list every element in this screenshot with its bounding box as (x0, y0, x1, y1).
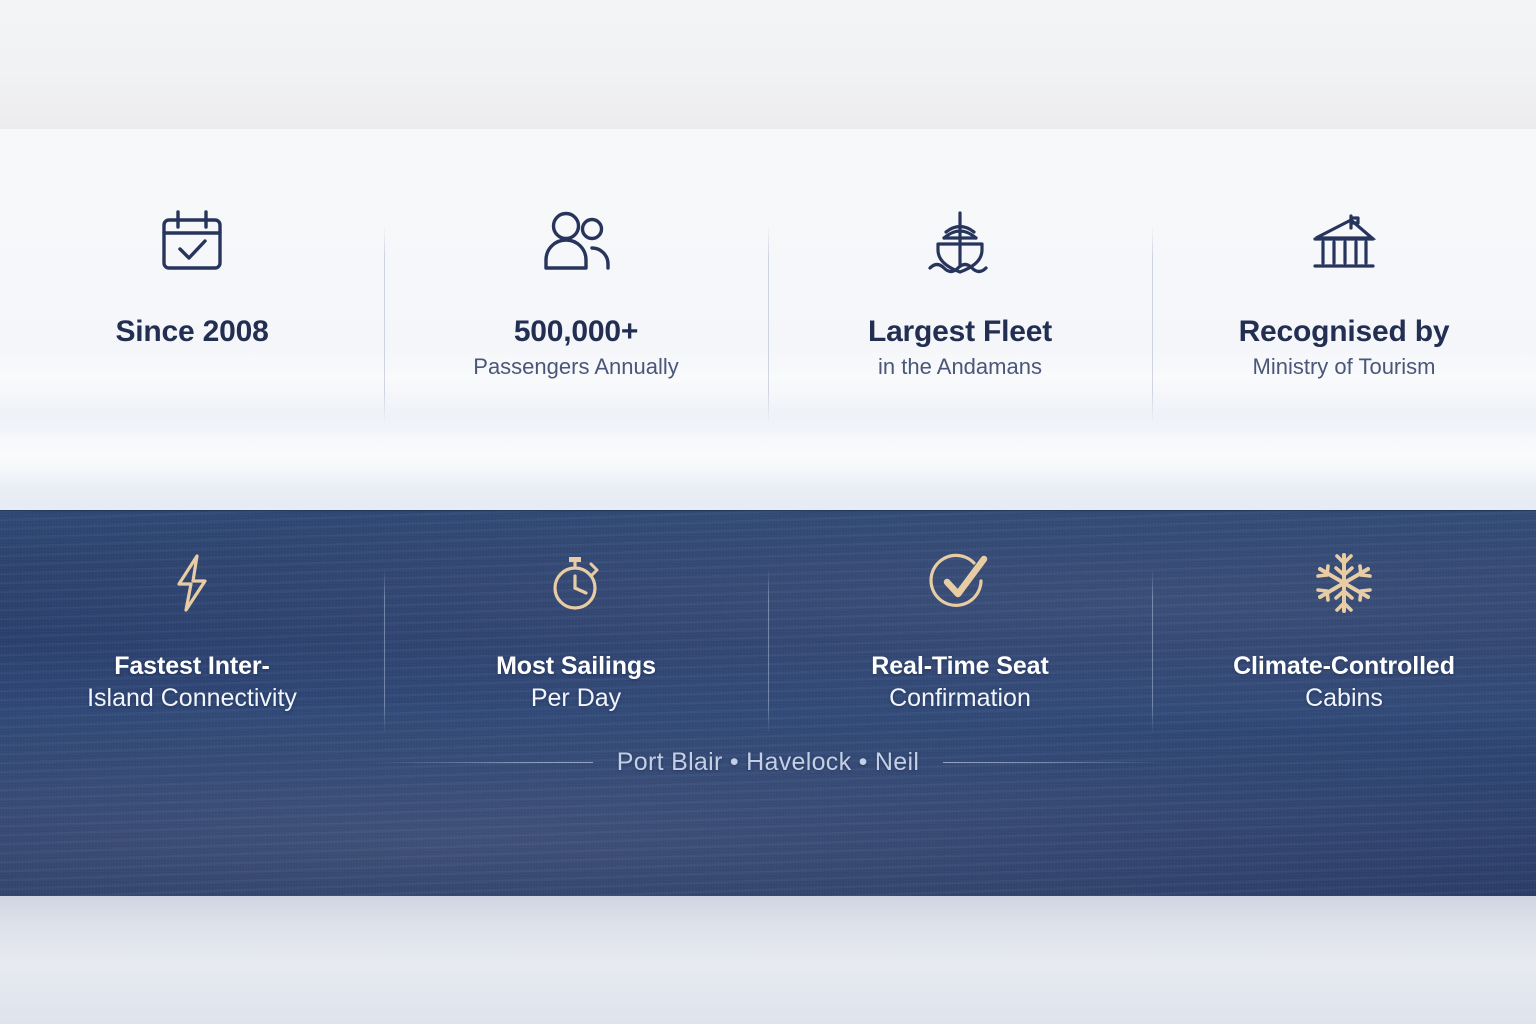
feature-main-text: Most Sailings (496, 652, 656, 680)
feature-item-sailings[interactable]: Most Sailings Per Day (384, 551, 768, 734)
stopwatch-icon (544, 551, 608, 615)
top-sky-backdrop (0, 0, 1536, 129)
route-strip: Port Blair • Havelock • Neil (0, 748, 1536, 777)
route-rule-left (368, 762, 593, 763)
feature-sub-text: Cabins (1305, 684, 1383, 712)
stat-main-text: Largest Fleet (867, 315, 1053, 348)
snowflake-icon (1312, 551, 1376, 615)
bottom-sky-backdrop (0, 896, 1536, 1024)
feature-item-connectivity[interactable]: Fastest Inter- Island Connectivity (0, 551, 384, 713)
stats-band-background (0, 129, 1536, 510)
feature-sub-text: Confirmation (889, 684, 1031, 712)
features-row: Fastest Inter- Island Connectivity Most … (0, 551, 1536, 734)
stat-sub-text: Ministry of Tourism (1252, 353, 1436, 379)
route-rule-right (943, 762, 1168, 763)
feature-sub-text: Per Day (530, 684, 622, 712)
stat-item-fleet[interactable]: Largest Fleet in the Andamans (768, 207, 1152, 424)
stat-main-text: Since 2008 (115, 315, 269, 348)
check-circle-icon (926, 551, 994, 615)
ship-bow-icon (922, 207, 998, 279)
stat-sub-text: Passengers Annually (473, 353, 679, 379)
lightning-bolt-icon (163, 551, 221, 615)
stat-main-text: 500,000+ (513, 315, 639, 348)
feature-main-text: Real-Time Seat (871, 652, 1049, 680)
calendar-check-icon (156, 207, 228, 279)
band-top-edge (0, 510, 1536, 512)
stats-row: Since 2008 500,000+ Passengers Annually (0, 207, 1536, 424)
feature-main-text: Climate-Controlled (1233, 652, 1455, 680)
feature-item-cabins[interactable]: Climate-Controlled Cabins (1152, 551, 1536, 734)
government-building-icon (1304, 207, 1384, 279)
feature-main-text: Fastest Inter- (114, 652, 270, 680)
stat-item-ministry[interactable]: Recognised by Ministry of Tourism (1152, 207, 1536, 424)
route-text: Port Blair • Havelock • Neil (616, 748, 920, 776)
stat-main-text: Recognised by (1238, 315, 1450, 348)
stat-item-passengers[interactable]: 500,000+ Passengers Annually (384, 207, 768, 424)
people-icon (536, 207, 616, 279)
feature-item-seat-confirmation[interactable]: Real-Time Seat Confirmation (768, 551, 1152, 734)
stat-item-since[interactable]: Since 2008 (0, 207, 384, 380)
stat-sub-text: in the Andamans (878, 353, 1042, 379)
feature-sub-text: Island Connectivity (87, 684, 297, 712)
